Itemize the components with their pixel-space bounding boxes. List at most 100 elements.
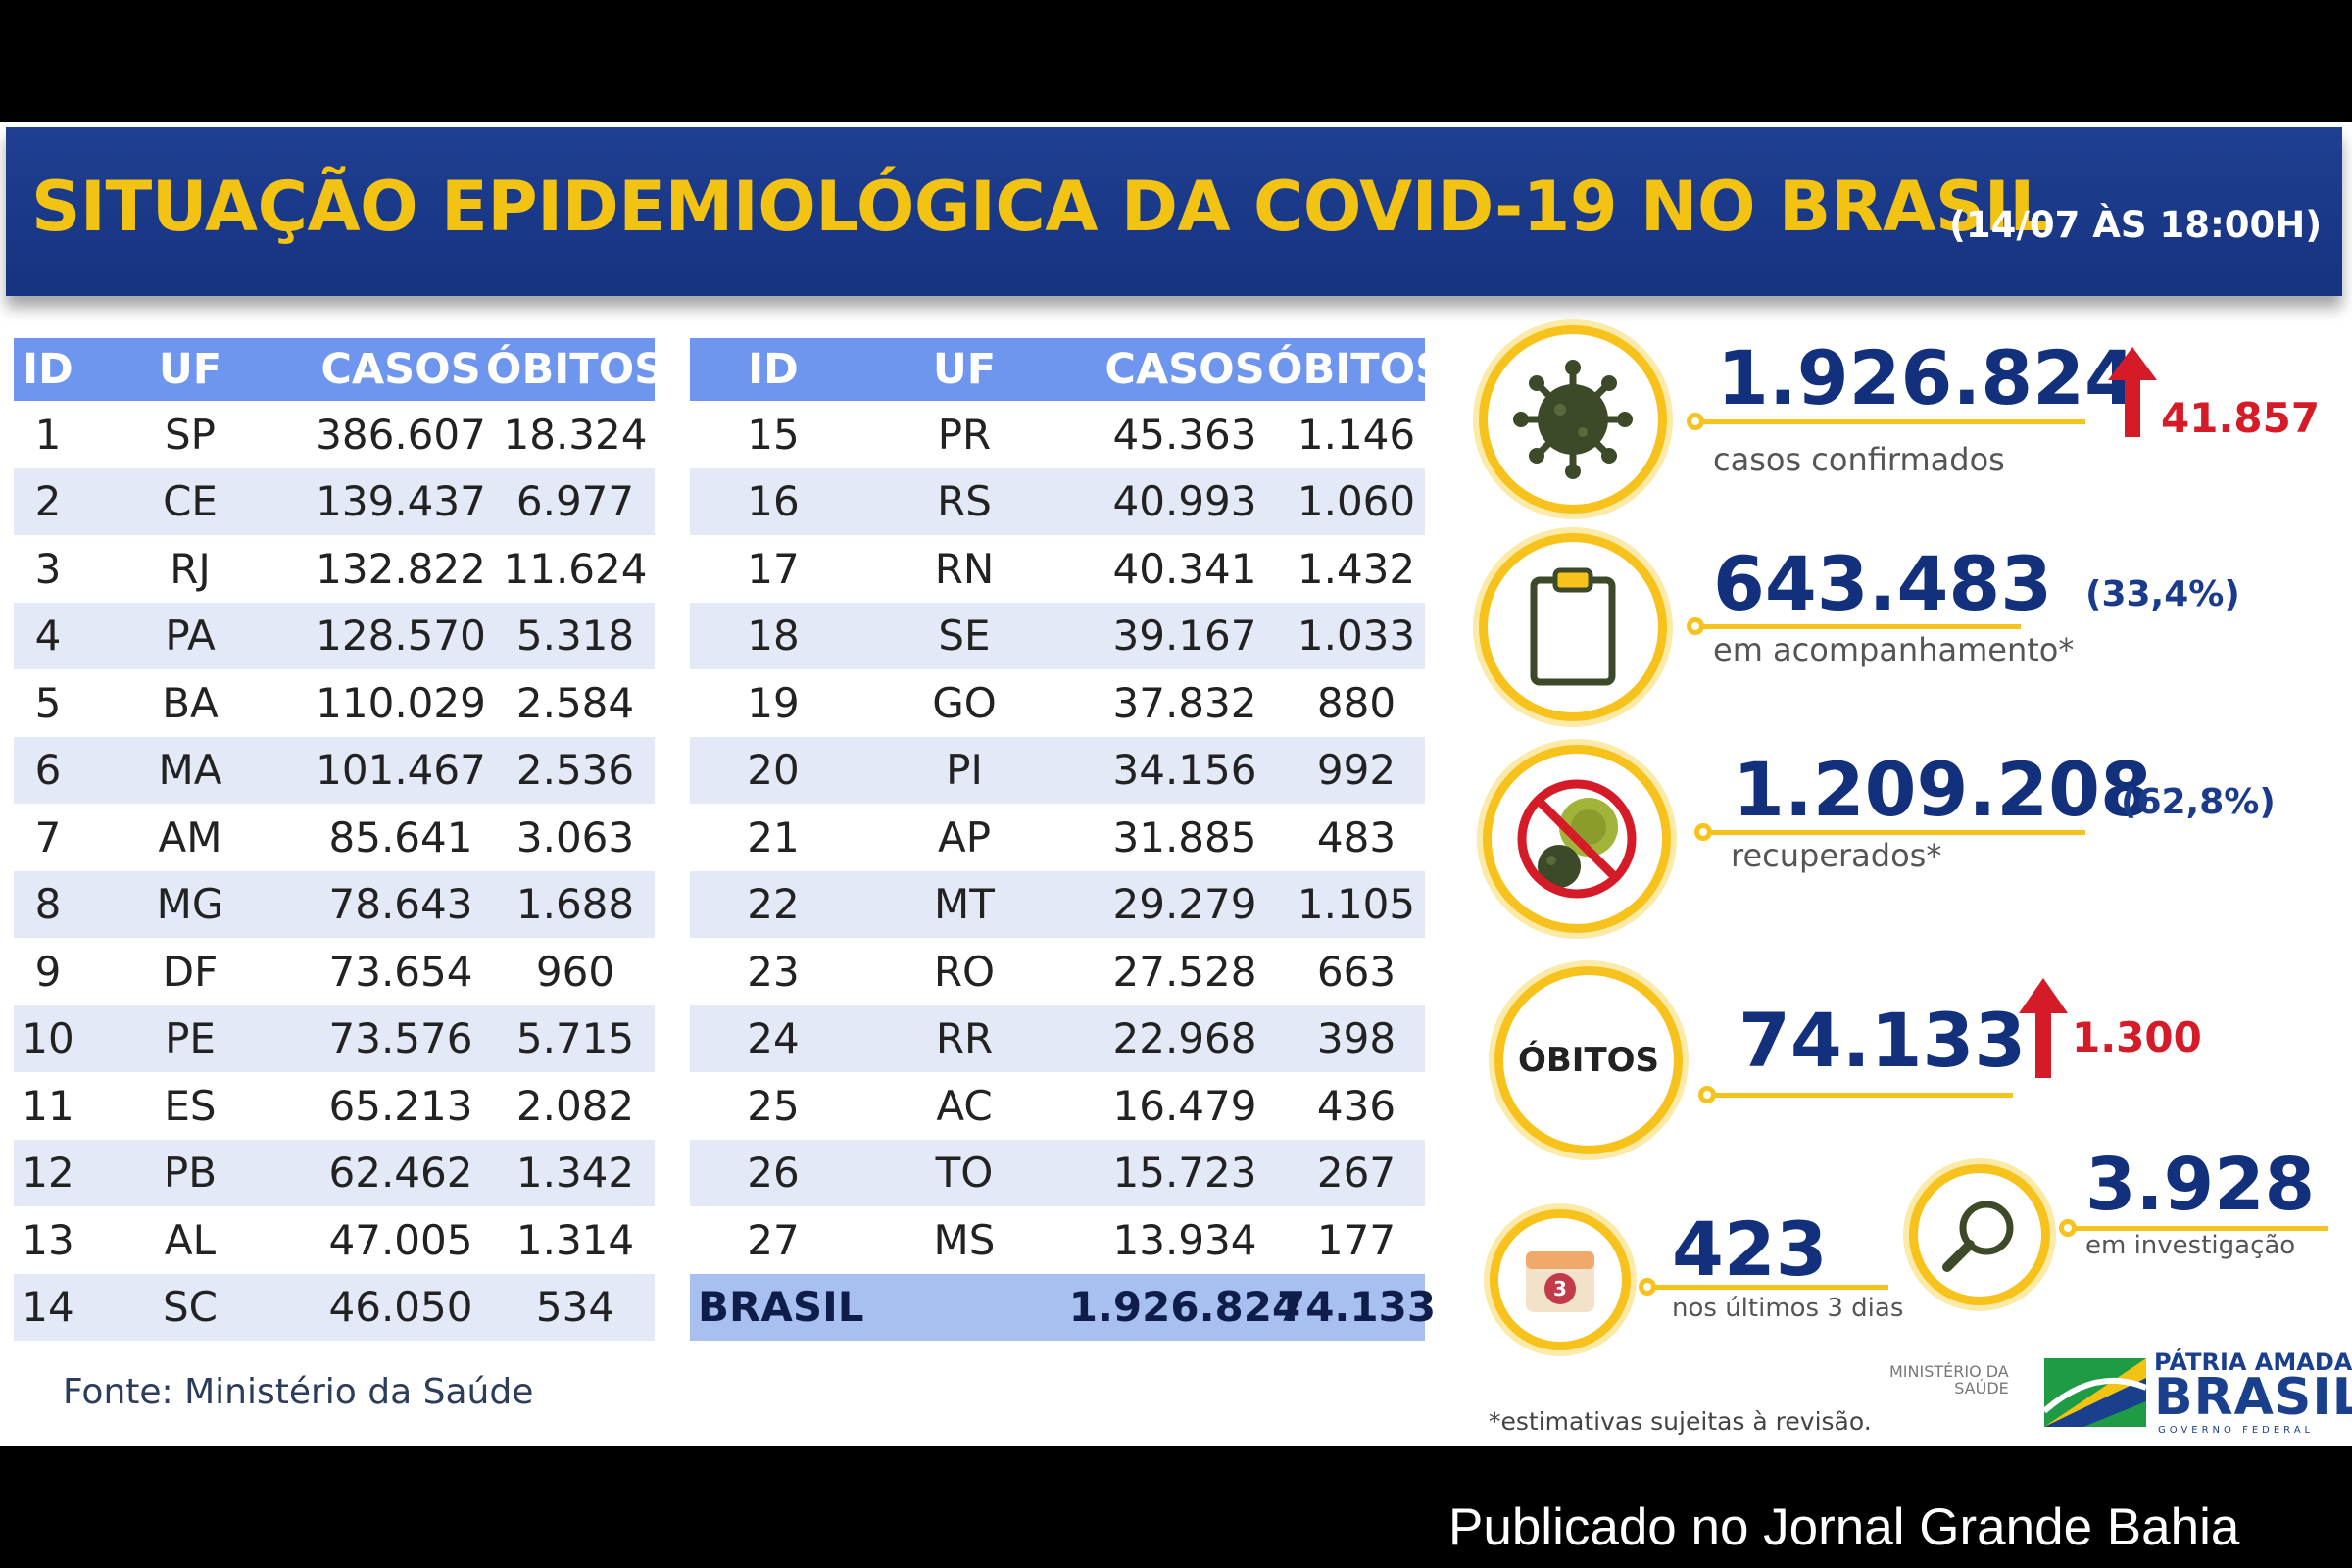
confirmed-value: 1.926.824 — [1717, 334, 2136, 421]
table-row: 26 TO 15.723 267 — [690, 1139, 1425, 1206]
cell-id: 2 — [34, 477, 62, 526]
connector-line — [1701, 419, 2085, 424]
increase-arrow-icon — [2019, 978, 2068, 1078]
cell-casos: 73.654 — [328, 947, 473, 996]
column-header: UF — [158, 345, 222, 394]
confirmed-label: casos confirmados — [1713, 441, 2005, 478]
table-row: 13 AL 47.005 1.314 — [14, 1206, 655, 1274]
cell-obitos: 1.060 — [1297, 477, 1416, 526]
cell-obitos: 1.314 — [515, 1215, 635, 1264]
brasil-logo-sub: GOVERNO FEDERAL — [2158, 1425, 2315, 1436]
table-row: 10 PE 73.576 5.715 — [14, 1004, 655, 1072]
cell-obitos: 1.688 — [515, 880, 635, 929]
recovered-label: recuperados* — [1731, 837, 1942, 874]
cell-casos: 73.576 — [328, 1014, 473, 1063]
table-row: 14 SC 46.050 534 — [14, 1273, 655, 1341]
cell-id: 9 — [34, 947, 62, 996]
cell-uf: CE — [163, 477, 218, 526]
monitoring-ring — [1479, 533, 1667, 721]
column-header: ÓBITOS — [485, 345, 665, 394]
cell-uf: MA — [158, 746, 222, 795]
cell-uf: AP — [937, 812, 992, 861]
cell-obitos: 18.324 — [503, 410, 648, 459]
recovered-percent: (62,8%) — [2121, 782, 2276, 822]
cell-casos: 16.479 — [1112, 1081, 1257, 1130]
cell-obitos: 2.584 — [515, 678, 635, 727]
cell-casos: 132.822 — [316, 544, 486, 593]
cell-casos: 110.029 — [316, 678, 486, 727]
monitoring-percent: (33,4%) — [2085, 574, 2240, 614]
brasil-logo-top: PÁTRIA AMADA — [2154, 1348, 2352, 1376]
cell-casos: 45.363 — [1112, 410, 1257, 459]
table-row: 4 PA 128.570 5.318 — [14, 602, 655, 669]
last3days-label: nos últimos 3 dias — [1672, 1294, 1904, 1323]
table-row: 8 MG 78.643 1.688 — [14, 870, 655, 938]
cell-casos: 13.934 — [1112, 1215, 1257, 1264]
table-row: 18 SE 39.167 1.033 — [690, 602, 1425, 669]
cell-casos: 65.213 — [328, 1081, 473, 1130]
cell-id: 25 — [747, 1081, 800, 1130]
increase-arrow-icon — [2108, 347, 2157, 437]
confirmed-increase: 41.857 — [2161, 394, 2321, 442]
ministry-logo-line2: SAÚDE — [1954, 1378, 2009, 1397]
table-row: 7 AM 85.641 3.063 — [14, 804, 655, 871]
cell-id: 21 — [747, 812, 800, 861]
table-header-row: ID UF CASOS ÓBITOS — [690, 338, 1446, 401]
investigation-ring — [1909, 1164, 2050, 1305]
cell-obitos: 1.342 — [515, 1149, 635, 1198]
cell-id: 7 — [34, 812, 62, 861]
cell-uf: MS — [933, 1215, 996, 1264]
column-header: ID — [23, 345, 74, 394]
cell-id: 3 — [34, 544, 62, 593]
cell-obitos: 5.318 — [515, 612, 635, 661]
table-row: 12 PB 62.462 1.342 — [14, 1139, 655, 1206]
connector-line — [1653, 1285, 1888, 1290]
cell-obitos: 2.536 — [515, 746, 635, 795]
calendar-number: 3 — [1553, 1277, 1567, 1300]
cell-id: 5 — [34, 678, 62, 727]
footnote: *estimativas sujeitas à revisão. — [1489, 1407, 1872, 1436]
table-row: 9 DF 73.654 960 — [14, 938, 655, 1005]
ministry-logo-line1: MINISTÉRIO DA — [1889, 1362, 2009, 1381]
cell-obitos: 663 — [1316, 947, 1396, 996]
cell-casos: 40.993 — [1112, 477, 1257, 526]
connector-line — [1709, 830, 2085, 835]
table-row: 15 PR 45.363 1.146 — [690, 401, 1425, 468]
cell-uf: AC — [936, 1081, 993, 1130]
table-row: 25 AC 16.479 436 — [690, 1072, 1425, 1140]
cell-obitos: 177 — [1316, 1215, 1396, 1264]
source-note: Fonte: Ministério da Saúde — [63, 1372, 534, 1412]
total-row: BRASIL 1.926.824 74.133 — [690, 1273, 1436, 1341]
cell-casos: 101.467 — [316, 746, 486, 795]
cell-casos: 27.528 — [1112, 947, 1257, 996]
total-casos: 1.926.824 — [1068, 1283, 1301, 1332]
publisher-credit: Publicado no Jornal Grande Bahia — [1448, 1498, 2240, 1556]
table-row: 6 MA 101.467 2.536 — [14, 736, 655, 804]
cell-uf: SC — [163, 1283, 218, 1332]
cell-id: 13 — [22, 1215, 74, 1264]
total-obitos: 74.133 — [1276, 1283, 1437, 1332]
table-row: 23 RO 27.528 663 — [690, 938, 1425, 1005]
cell-uf: DF — [162, 947, 219, 996]
cell-obitos: 1.432 — [1297, 544, 1416, 593]
cell-casos: 47.005 — [328, 1215, 473, 1264]
column-header: ÓBITOS — [1266, 345, 1446, 394]
investigation-value: 3.928 — [2085, 1143, 2316, 1227]
no-virus-icon — [1517, 779, 1637, 899]
cell-obitos: 6.977 — [515, 477, 635, 526]
cell-obitos: 398 — [1316, 1014, 1396, 1063]
states-table-left: ID UF CASOS ÓBITOS 1 SP 386.607 18.324 2 CE 139.43… — [14, 338, 665, 1341]
cell-id: 27 — [747, 1215, 800, 1264]
recovered-value: 1.209.208 — [1733, 746, 2152, 833]
table-row: 22 MT 29.279 1.105 — [690, 870, 1425, 938]
cell-id: 19 — [747, 678, 800, 727]
cell-id: 1 — [34, 410, 62, 459]
cell-uf: ES — [164, 1081, 217, 1130]
cell-uf: MG — [156, 880, 224, 929]
cell-casos: 29.279 — [1112, 880, 1257, 929]
cell-obitos: 11.624 — [503, 544, 648, 593]
cell-id: 16 — [747, 477, 800, 526]
cell-id: 17 — [747, 544, 800, 593]
cell-id: 22 — [747, 880, 800, 929]
monitoring-value: 643.483 — [1713, 540, 2053, 627]
